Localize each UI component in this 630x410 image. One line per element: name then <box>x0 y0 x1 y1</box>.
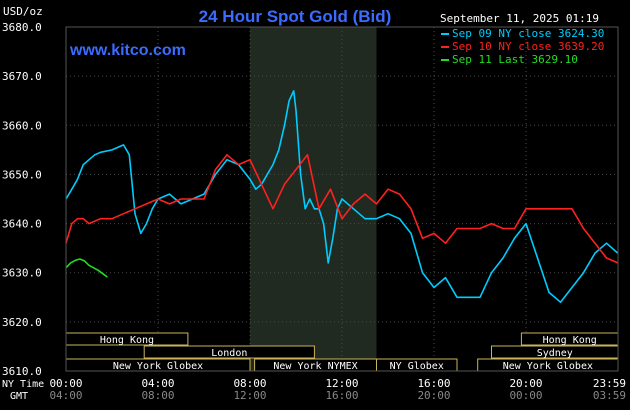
gmt-label: GMT <box>10 391 28 402</box>
brand-watermark: www.kitco.com <box>69 42 186 59</box>
session-label: Hong Kong <box>543 335 597 346</box>
session-label: Hong Kong <box>100 335 154 346</box>
session-label: New York Globex <box>113 361 203 372</box>
y-tick-label: 3650.0 <box>2 168 42 181</box>
session-box <box>143 345 315 359</box>
market-sessions: Hong Kong London New York Globex New York N… <box>65 332 619 372</box>
x-tick-label-ny: 23:59 <box>593 377 626 390</box>
x-tick-label-gmt: 08:00 <box>141 389 174 402</box>
y-tick-label: 3630.0 <box>2 267 42 280</box>
series-line-3 <box>65 258 108 278</box>
x-tick-label-gmt: 12:00 <box>233 389 266 402</box>
y-axis-unit: USD/oz <box>3 5 43 18</box>
series-line-1 <box>65 90 619 304</box>
y-tick-label: 3680.0 <box>2 21 42 34</box>
y-tick-label: 3660.0 <box>2 119 42 132</box>
legend-label-3: Sep 11 Last 3629.10 <box>452 53 578 66</box>
x-tick-label-ny: 08:00 <box>233 377 266 390</box>
ny-time-label: NY Time <box>2 379 44 390</box>
y-tick-label: 3640.0 <box>2 218 42 231</box>
y-tick-label: 3620.0 <box>2 316 42 329</box>
x-axis-ticks: 00:0004:0004:0008:0008:0012:0012:0016:00… <box>49 377 626 402</box>
legend-label-2: Sep 10 NY close 3639.20 <box>452 40 604 53</box>
x-tick-label-gmt: 00:00 <box>509 389 542 402</box>
plot-frame <box>65 26 619 372</box>
chart-title: 24 Hour Spot Gold (Bid) <box>199 7 392 26</box>
session-label: New York NYMEX <box>273 361 357 372</box>
x-tick-label-ny: 20:00 <box>509 377 542 390</box>
price-series <box>65 90 619 304</box>
x-tick-label-ny: 16:00 <box>417 377 450 390</box>
y-tick-label: 3670.0 <box>2 70 42 83</box>
x-tick-label-ny: 12:00 <box>325 377 358 390</box>
x-tick-label-gmt: 20:00 <box>417 389 450 402</box>
session-label: London <box>211 348 247 359</box>
series-line-2 <box>65 154 619 264</box>
x-tick-label-gmt: 03:59 <box>593 389 626 402</box>
session-label: NY Globex <box>390 361 444 372</box>
y-axis-ticks: 3680.0 3670.0 3660.0 3650.0 3640.0 3630.0 3620… <box>2 21 42 378</box>
y-tick-label: 3610.0 <box>2 365 42 378</box>
x-tick-label-ny: 04:00 <box>141 377 174 390</box>
x-tick-label-gmt: 16:00 <box>325 389 358 402</box>
x-tick-label-gmt: 04:00 <box>49 389 82 402</box>
nymex-hours-band <box>250 27 377 371</box>
session-label: New York Globex <box>503 361 593 372</box>
legend-label-1: Sep 09 NY close 3624.30 <box>452 27 604 40</box>
session-label: Sydney <box>537 348 573 359</box>
timestamp: September 11, 2025 01:19 <box>440 12 599 25</box>
x-tick-label-ny: 00:00 <box>49 377 82 390</box>
